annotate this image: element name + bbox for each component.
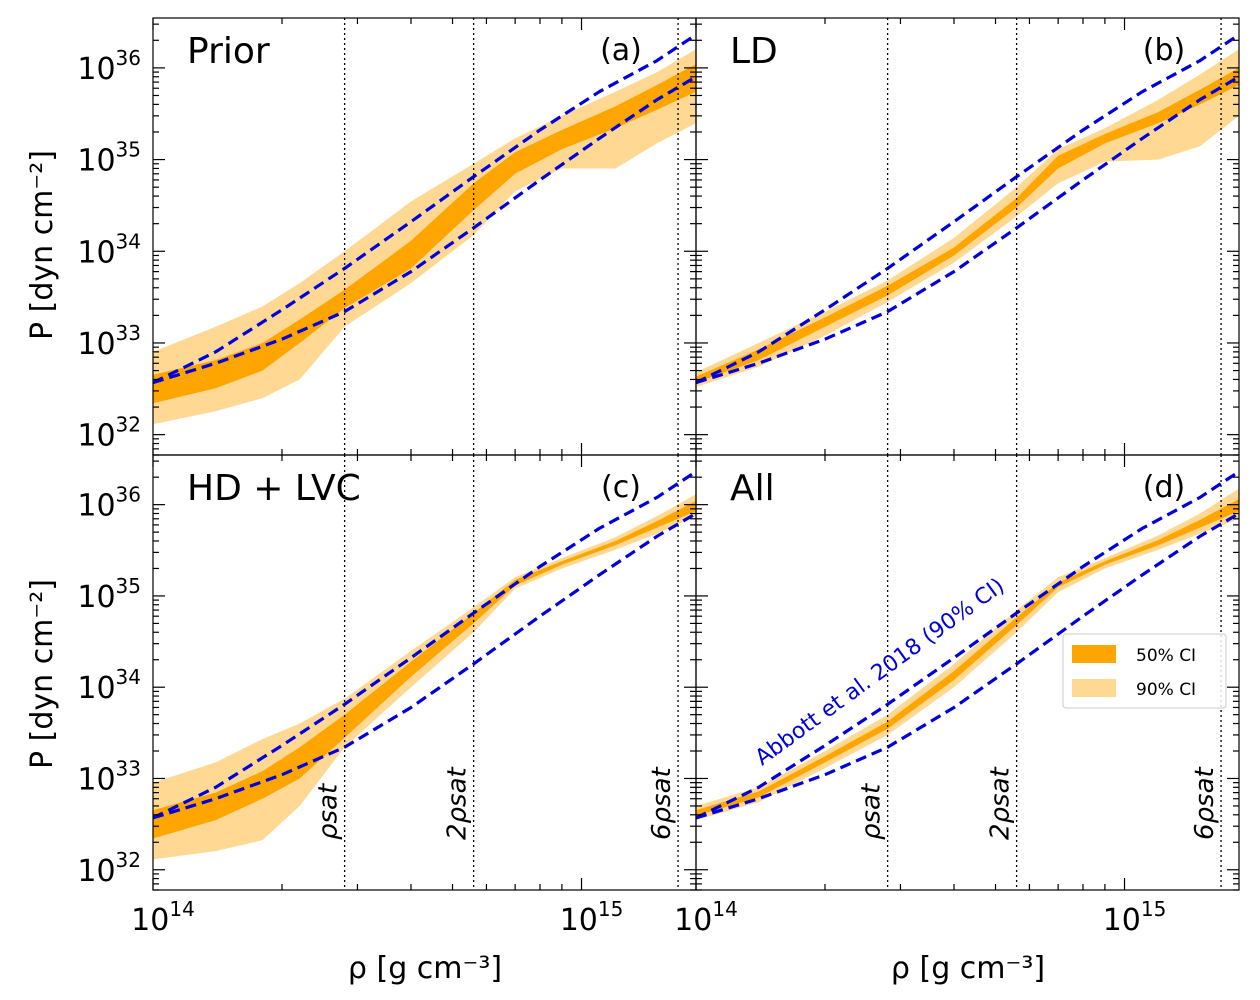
y-tick-label: 1032 — [77, 848, 141, 889]
abbott-upper-line — [153, 470, 696, 820]
saturation-label-2: 6ρsat — [647, 766, 677, 840]
legend-label-50: 50% CI — [1136, 646, 1196, 666]
legend-swatch-50 — [1072, 645, 1116, 663]
panel-tag: (d) — [1143, 470, 1185, 505]
y-tick-label: 1032 — [77, 413, 141, 454]
abbott-upper-line — [153, 33, 696, 385]
panel-title: LD — [730, 31, 778, 72]
saturation-label-0: ρsat — [857, 783, 887, 840]
x-axis-label-left: ρ [g cm⁻³] — [348, 951, 502, 986]
abbott-lower-line — [153, 75, 696, 385]
x-tick-label: 1015 — [560, 897, 624, 938]
legend: 50% CI 90% CI — [1062, 633, 1227, 709]
y-tick-label: 1035 — [77, 138, 141, 179]
y-tick-label: 1033 — [77, 756, 141, 797]
abbott-lower-line — [153, 512, 696, 820]
panel-frame — [695, 454, 1240, 891]
ci90-band — [696, 49, 1239, 388]
panel-tag: (a) — [600, 33, 642, 68]
legend-swatch-90 — [1072, 679, 1116, 697]
plot-area — [696, 18, 1239, 455]
panel-tag: (c) — [601, 470, 641, 505]
y-tick-label: 1034 — [77, 229, 141, 270]
y-tick-label: 1036 — [77, 483, 141, 524]
saturation-label-1: 2ρsat — [443, 766, 473, 840]
x-axis-label-right: ρ [g cm⁻³] — [891, 951, 1045, 986]
x-tick-label: 1014 — [131, 897, 195, 938]
panel-title: All — [730, 468, 775, 509]
ci50-band — [153, 500, 696, 839]
x-tick-label: 1014 — [674, 897, 738, 938]
abbott-upper-line — [696, 33, 1239, 385]
panel-d: 1014 1015 ρsat 2ρsat 6ρsat All (d) — [674, 454, 1240, 938]
abbott-lower-line — [696, 512, 1239, 820]
plot-area — [696, 455, 1239, 890]
ci50-band — [696, 67, 1239, 383]
ci50-band — [696, 499, 1239, 816]
saturation-label-2: 6ρsat — [1190, 766, 1220, 840]
legend-label-90: 90% CI — [1136, 680, 1196, 700]
ci90-band — [696, 488, 1239, 821]
abbott-upper-line — [696, 470, 1239, 820]
saturation-label-0: ρsat — [314, 783, 344, 840]
plot-area — [153, 18, 696, 455]
plot-area — [153, 455, 696, 890]
y-tick-label: 1034 — [77, 665, 141, 706]
x-tick-label: 1015 — [1103, 897, 1167, 938]
panel-c: 1032 1033 1034 1035 1036 1014 1015 ρsat 2ρsat 6ρs… — [77, 454, 697, 938]
y-tick-label: 1036 — [77, 46, 141, 87]
y-axis-label-top: P [dyn cm⁻²] — [25, 150, 60, 340]
y-tick-label: 1035 — [77, 574, 141, 615]
panel-tag: (b) — [1143, 33, 1185, 68]
abbott-lower-line — [696, 75, 1239, 385]
ci50-band — [153, 64, 696, 404]
panel-title: HD + LVC — [187, 468, 361, 509]
panel-a: 1032 1033 1034 1035 1036 Prior (a) — [77, 17, 697, 456]
panel-b: LD (b) — [695, 17, 1240, 456]
saturation-label-1: 2ρsat — [986, 766, 1016, 840]
y-axis-label-bottom: P [dyn cm⁻²] — [25, 579, 60, 769]
panel-title: Prior — [187, 31, 270, 72]
y-tick-label: 1033 — [77, 321, 141, 362]
